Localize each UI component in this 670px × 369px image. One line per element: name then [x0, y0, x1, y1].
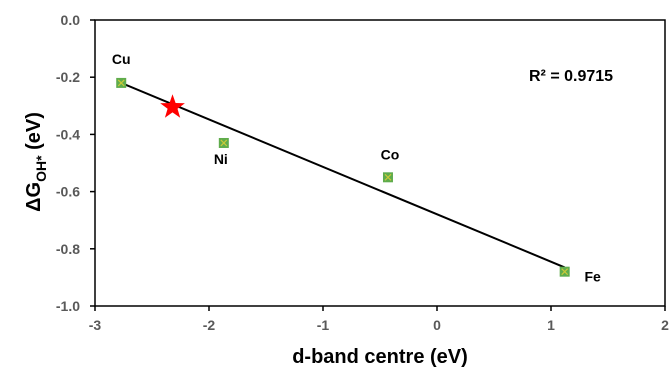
- x-tick-label: 0: [433, 317, 441, 333]
- x-axis-ticks: -3 -2 -1 0 1 2: [89, 306, 669, 333]
- x-tick-label: -2: [203, 317, 216, 333]
- y-axis-title: ΔGOH* (eV): [23, 112, 49, 212]
- x-axis-title: d-band centre (eV): [292, 346, 468, 368]
- y-axis-title-unit: (eV): [23, 112, 45, 155]
- data-point-cross: [220, 139, 228, 147]
- y-tick-label: -0.6: [56, 184, 80, 200]
- point-label-cu: Cu: [112, 51, 131, 67]
- data-point-cross: [561, 268, 569, 276]
- fit-line: [120, 81, 566, 269]
- y-tick-label: 0.0: [61, 12, 81, 28]
- y-tick-label: -0.2: [56, 69, 80, 85]
- y-tick-label: -0.8: [56, 241, 80, 257]
- highlight-star-marker: [160, 94, 185, 118]
- data-point-cross: [117, 79, 125, 87]
- y-tick-label: -1.0: [56, 298, 80, 314]
- point-label-ni: Ni: [214, 151, 228, 167]
- point-label-co: Co: [381, 146, 400, 162]
- r-squared-annotation: R² = 0.9715: [529, 68, 613, 85]
- data-point-cross: [384, 173, 392, 181]
- x-tick-label: -1: [317, 317, 330, 333]
- y-axis-title-main: ΔG: [23, 182, 45, 212]
- y-tick-label: -0.4: [56, 126, 80, 142]
- x-tick-label: 2: [661, 317, 669, 333]
- plot-area: [94, 19, 666, 307]
- y-axis-title-subscript: OH*: [33, 155, 49, 182]
- data-points: Cu Ni Co Fe: [112, 51, 601, 285]
- y-axis-ticks: 0.0 -0.2 -0.4 -0.6 -0.8 -1.0: [56, 12, 95, 314]
- point-label-fe: Fe: [585, 269, 602, 285]
- x-tick-label: -3: [89, 317, 102, 333]
- x-tick-label: 1: [547, 317, 555, 333]
